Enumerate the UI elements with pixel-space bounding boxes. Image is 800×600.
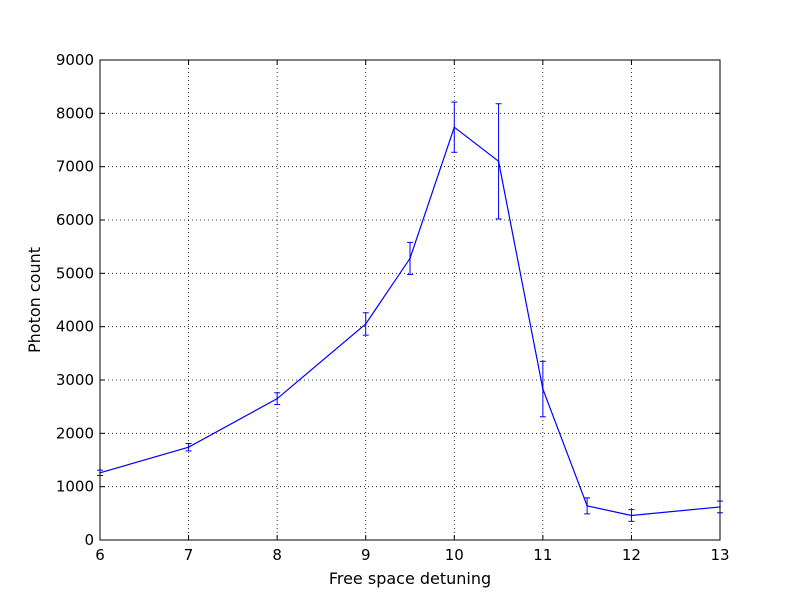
- y-tick-label: 6000: [56, 211, 94, 229]
- tick-layer: 6 7 8 9 10 11 12 13 0 1000 2000 3000 4000 5000 6000 700…: [56, 51, 730, 564]
- data-point: [276, 397, 278, 400]
- x-tick-label: 10: [445, 546, 464, 564]
- data-point: [542, 388, 544, 390]
- x-tick-label: 8: [272, 546, 282, 564]
- data-point: [586, 505, 588, 507]
- x-tick-label: 7: [184, 546, 194, 564]
- y-tick-label: 0: [84, 531, 94, 549]
- x-axis-label: Free space detuning: [329, 569, 491, 588]
- y-tick-label: 9000: [56, 51, 94, 69]
- data-point: [364, 323, 367, 325]
- data-point: [453, 126, 456, 128]
- y-tick-label: 8000: [56, 104, 94, 122]
- data-point: [187, 446, 190, 449]
- x-tick-label: 12: [622, 546, 641, 564]
- data-point: [497, 160, 500, 163]
- plot-frame: [99, 59, 721, 541]
- y-tick-label: 7000: [56, 158, 94, 176]
- plot-area: [100, 60, 720, 540]
- y-tick-label: 5000: [56, 264, 94, 282]
- y-tick-label: 3000: [56, 371, 94, 389]
- data-point: [630, 514, 633, 517]
- y-axis-label: Photon count: [25, 247, 44, 353]
- x-tick-label: 6: [95, 546, 105, 564]
- series-layer: [97, 101, 723, 522]
- x-tick-label: 11: [533, 546, 552, 564]
- x-tick-label: 13: [710, 546, 729, 564]
- data-point: [409, 257, 411, 260]
- y-tick-label: 2000: [56, 424, 94, 442]
- x-tick-label: 9: [361, 546, 371, 564]
- y-tick-label: 1000: [56, 478, 94, 496]
- y-tick-label: 4000: [56, 318, 94, 336]
